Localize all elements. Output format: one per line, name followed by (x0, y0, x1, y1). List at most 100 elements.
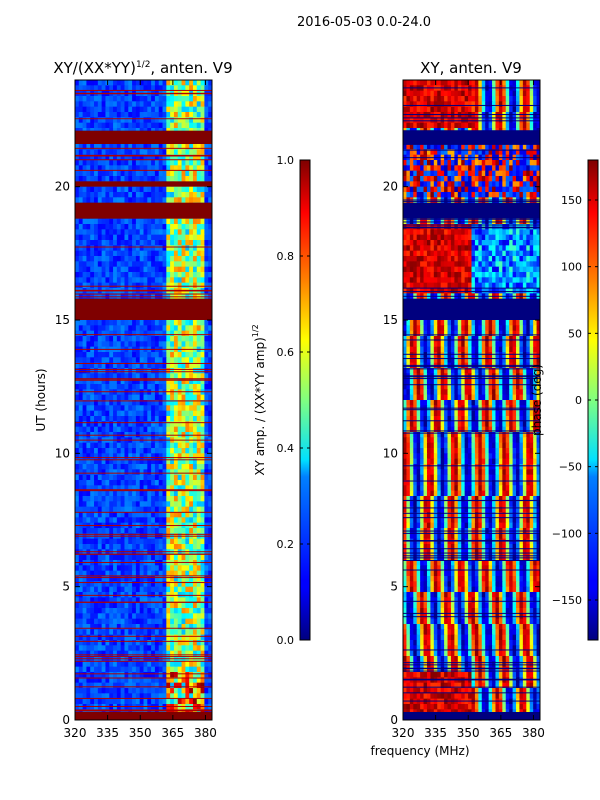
left-heatmap-cell (177, 368, 183, 374)
left-heatmap-cell (177, 682, 183, 689)
left-heatmap-cell (154, 176, 160, 182)
left-heatmap-cell (124, 144, 129, 150)
left-heatmap-cell (147, 426, 152, 433)
left-heatmap-cell (75, 608, 80, 614)
left-heatmap-cell (135, 645, 141, 652)
left-colorbar-label: XY amp. / (XX*YY amp)1/2 (251, 324, 267, 475)
left-heatmap-cell (105, 506, 110, 513)
left-heatmap-cell (120, 122, 126, 129)
left-heatmap-cell (200, 597, 205, 604)
right-heatmap-cell (447, 144, 452, 150)
left-heatmap-cell (86, 341, 91, 348)
left-heatmap-cell (181, 682, 186, 689)
right-heatmap-cell (522, 90, 527, 97)
left-heatmap-cell (177, 512, 183, 518)
left-heatmap-cell (75, 165, 80, 172)
left-heatmap-cell (97, 453, 103, 460)
left-heatmap-cell (154, 474, 160, 481)
left-heatmap-cell (185, 80, 190, 86)
left-heatmap-cell (204, 176, 209, 182)
left-heatmap-cell (185, 122, 190, 129)
right-heatmap-cell (502, 101, 507, 108)
left-heatmap-cell (86, 352, 91, 358)
left-heatmap-cell (154, 245, 160, 252)
left-heatmap-cell (132, 501, 137, 508)
left-heatmap-cell (196, 320, 202, 326)
left-heatmap-cell (128, 154, 133, 161)
right-heatmap-cell (433, 144, 438, 150)
left-heatmap-cell (97, 565, 103, 572)
right-heatmap-cell (471, 144, 476, 150)
left-heatmap-cell (185, 176, 190, 182)
left-heatmap-cell (162, 618, 167, 625)
left-heatmap-cell (189, 394, 194, 401)
left-heatmap-cell (94, 122, 99, 129)
left-heatmap-cell (75, 480, 80, 486)
left-heatmap-cell (78, 698, 84, 705)
right-heatmap-cell (529, 144, 534, 150)
left-heatmap-cell (181, 186, 186, 193)
left-heatmap-cell (185, 565, 190, 572)
left-heatmap-cell (208, 154, 212, 161)
left-heatmap-cell (196, 341, 202, 348)
left-heatmap-cell (185, 192, 190, 198)
left-heatmap-cell (147, 634, 152, 641)
left-heatmap-cell (189, 325, 194, 332)
left-heatmap-cell (204, 490, 209, 497)
left-heatmap-cell (147, 362, 152, 369)
left-heatmap-cell (170, 650, 175, 657)
left-heatmap-cell (181, 149, 186, 156)
left-heatmap-cell (189, 442, 194, 449)
left-heatmap-cell (124, 245, 129, 252)
left-heatmap-cell (135, 661, 141, 668)
left-heatmap-cell (208, 538, 212, 545)
left-heatmap-cell (196, 464, 202, 470)
left-heatmap-cell (170, 640, 175, 646)
left-heatmap-cell (200, 117, 205, 124)
left-heatmap-cell (181, 272, 186, 278)
left-heatmap-cell (132, 469, 137, 476)
left-heatmap-cell (94, 458, 99, 465)
left-heatmap-cell (196, 544, 202, 550)
left-heatmap-cell (109, 112, 114, 118)
left-heatmap-cell (177, 597, 183, 604)
left-heatmap-cell (189, 490, 194, 497)
left-heatmap-cell (196, 442, 202, 449)
left-heatmap-cell (105, 640, 110, 646)
left-heatmap-cell (120, 384, 126, 390)
left-heatmap-cell (86, 464, 91, 470)
left-flagged-line (75, 89, 212, 91)
left-heatmap-cell (162, 586, 167, 593)
left-heatmap-cell (128, 624, 133, 630)
left-heatmap-cell (151, 661, 156, 668)
left-heatmap-cell (120, 144, 126, 150)
left-heatmap-cell (166, 341, 171, 348)
left-heatmap-cell (94, 426, 99, 433)
right-heatmap-cell (509, 117, 514, 124)
left-heatmap-cell (147, 117, 152, 124)
left-heatmap-cell (208, 421, 212, 428)
left-heatmap-cell (147, 389, 152, 396)
left-heatmap-cell (124, 645, 129, 652)
left-heatmap-cell (97, 96, 103, 102)
left-heatmap-cell (94, 394, 99, 401)
left-heatmap-cell (101, 485, 107, 492)
left-heatmap-cell (200, 421, 205, 428)
left-heatmap-cell (101, 368, 107, 374)
left-heatmap-cell (192, 608, 198, 614)
left-heatmap-cell (82, 608, 88, 614)
left-heatmap-cell (94, 469, 99, 476)
left-heatmap-cell (151, 602, 156, 609)
left-heatmap-cell (151, 421, 156, 428)
left-heatmap-cell (94, 453, 99, 460)
left-heatmap-cell (151, 160, 156, 166)
left-heatmap-cell (143, 117, 148, 124)
left-heatmap-cell (97, 485, 103, 492)
left-heatmap-cell (192, 197, 198, 204)
left-heatmap-cell (105, 256, 110, 262)
left-heatmap-cell (151, 544, 156, 550)
left-heatmap-cell (101, 453, 107, 460)
left-heatmap-cell (86, 368, 91, 374)
left-heatmap-cell (173, 272, 179, 278)
left-heatmap-cell (90, 597, 95, 604)
